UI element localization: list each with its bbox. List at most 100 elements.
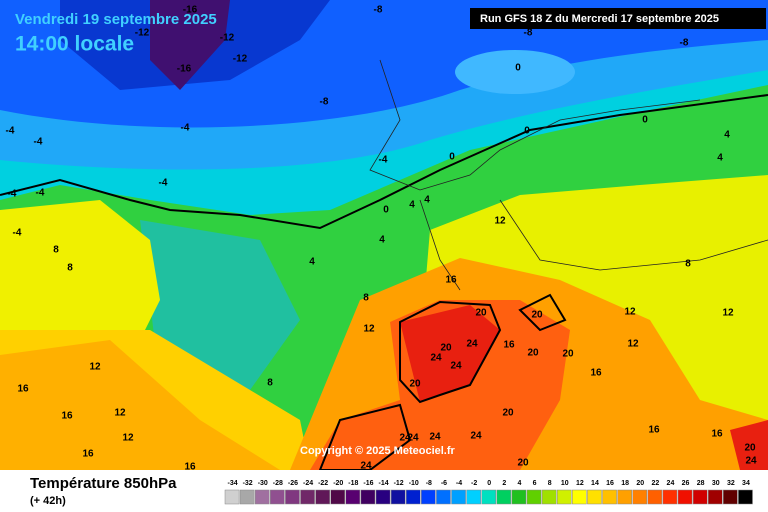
legend-swatch	[421, 489, 436, 505]
legend-tick-label: -28	[273, 480, 283, 487]
legend-tick-label: -12	[394, 480, 404, 487]
contour-label: 8	[53, 245, 59, 256]
contour-label: 24	[430, 353, 442, 364]
contour-label: 20	[409, 379, 421, 390]
contour-label: 24	[399, 433, 411, 444]
legend-swatch	[315, 489, 330, 505]
legend-title: Température 850hPa	[30, 475, 177, 492]
contour-label: 20	[440, 343, 452, 354]
forecast-date: Vendredi 19 septembre 2025	[15, 11, 217, 28]
legend-swatch	[617, 489, 632, 505]
contour-label: 12	[363, 324, 375, 335]
forecast-time: 14:00 locale	[15, 33, 134, 56]
contour-label: -8	[320, 97, 329, 108]
legend-swatch	[224, 489, 240, 505]
zero-isotherm	[0, 94, 768, 230]
legend-swatch	[632, 489, 648, 505]
contour-label: -8	[374, 5, 383, 16]
legend-tick-label: 6	[533, 480, 537, 487]
contour-label: 16	[184, 462, 196, 473]
contour-label: 16	[503, 340, 515, 351]
legend-tick-label: -26	[288, 480, 298, 487]
legend-swatch	[707, 489, 723, 505]
legend-tick-label: 2	[502, 480, 506, 487]
legend-tick-label: -2	[471, 480, 477, 487]
legend-tick-label: 22	[651, 480, 659, 487]
contour-label: -8	[680, 38, 689, 49]
contour-label: -12	[135, 28, 150, 39]
contour-label: 16	[648, 425, 660, 436]
legend-swatch	[647, 489, 663, 505]
legend-swatch	[692, 489, 708, 505]
legend-swatch	[239, 489, 255, 505]
legend-tick-label: -16	[363, 480, 373, 487]
legend-tick-label: 26	[682, 480, 690, 487]
field-yellow-west	[0, 200, 160, 340]
contour-label: 24	[407, 433, 419, 444]
contour-label: 16	[61, 411, 73, 422]
legend-tick-label: 18	[621, 480, 629, 487]
contour-label: -4	[6, 126, 15, 137]
legend-swatch	[511, 489, 527, 505]
legend-tick-label: -20	[333, 480, 343, 487]
contour-label: 4	[424, 195, 430, 206]
field-red-east	[730, 420, 768, 470]
contour-label: 4	[379, 235, 385, 246]
contour-label: -4	[379, 155, 388, 166]
contour-label: 8	[67, 263, 73, 274]
contour-label: 12	[122, 433, 134, 444]
legend-swatch	[677, 489, 693, 505]
legend-swatch	[481, 489, 497, 505]
contour-label: 20	[527, 348, 539, 359]
contour-label: -8	[524, 28, 533, 39]
contour-label: 20	[475, 308, 487, 319]
legend-tick-label: -18	[348, 480, 358, 487]
contour-label: 4	[309, 257, 315, 268]
temperature-field	[0, 0, 768, 471]
contour-label: -12	[233, 54, 248, 65]
legend-tick-label: 8	[548, 480, 552, 487]
legend-tick-label: 4	[517, 480, 521, 487]
contour-label: 8	[685, 259, 691, 270]
contour-label: 12	[627, 339, 639, 350]
copyright: Copyright © 2025 Meteociel.fr	[300, 445, 456, 457]
contour-label: -4	[36, 188, 45, 199]
legend-swatch	[556, 489, 572, 505]
legend-swatch	[738, 489, 753, 505]
legend-swatch	[330, 489, 346, 505]
legend-tick-label: 16	[606, 480, 614, 487]
color-scale: -34 -32 -30 -28 -26 -24 -22 -20 -18 -16 -14 -12 -10-…	[224, 480, 753, 505]
contour-label: 20	[531, 310, 543, 321]
legend-tick-label: -4	[456, 480, 462, 487]
contour-label: 20	[744, 443, 756, 454]
contour-label: 20	[562, 349, 574, 360]
contour-label: 12	[624, 307, 636, 318]
legend-tick-label: 34	[742, 480, 750, 487]
contour-label: -4	[34, 137, 43, 148]
legend-swatch	[345, 489, 361, 505]
legend-swatch	[602, 489, 617, 505]
legend-tick-label: 20	[636, 480, 644, 487]
contour-label: 0	[449, 152, 455, 163]
legend-tick-label: 0	[487, 480, 491, 487]
legend-subtitle: (+ 42h)	[30, 495, 66, 507]
contour-label: 24	[429, 432, 441, 443]
field-amber	[0, 340, 280, 470]
run-box	[470, 8, 766, 29]
contour-label: 16	[82, 449, 94, 460]
legend-tick-label: 12	[576, 480, 584, 487]
contour-label: 24	[745, 456, 757, 467]
legend-swatch	[405, 489, 421, 505]
contour-label: 0	[524, 126, 530, 137]
legend-tick-label: -30	[258, 480, 268, 487]
legend-tick-label: -8	[426, 480, 432, 487]
contour-label: 12	[494, 216, 506, 227]
contour-label: 0	[515, 63, 521, 74]
legend-swatch	[360, 489, 376, 505]
twenty-isotherm	[318, 293, 567, 471]
contour-label: 12	[722, 308, 734, 319]
legend-swatch	[466, 489, 481, 505]
legend-tick-label: 14	[591, 480, 599, 487]
legend-swatch	[254, 489, 270, 505]
